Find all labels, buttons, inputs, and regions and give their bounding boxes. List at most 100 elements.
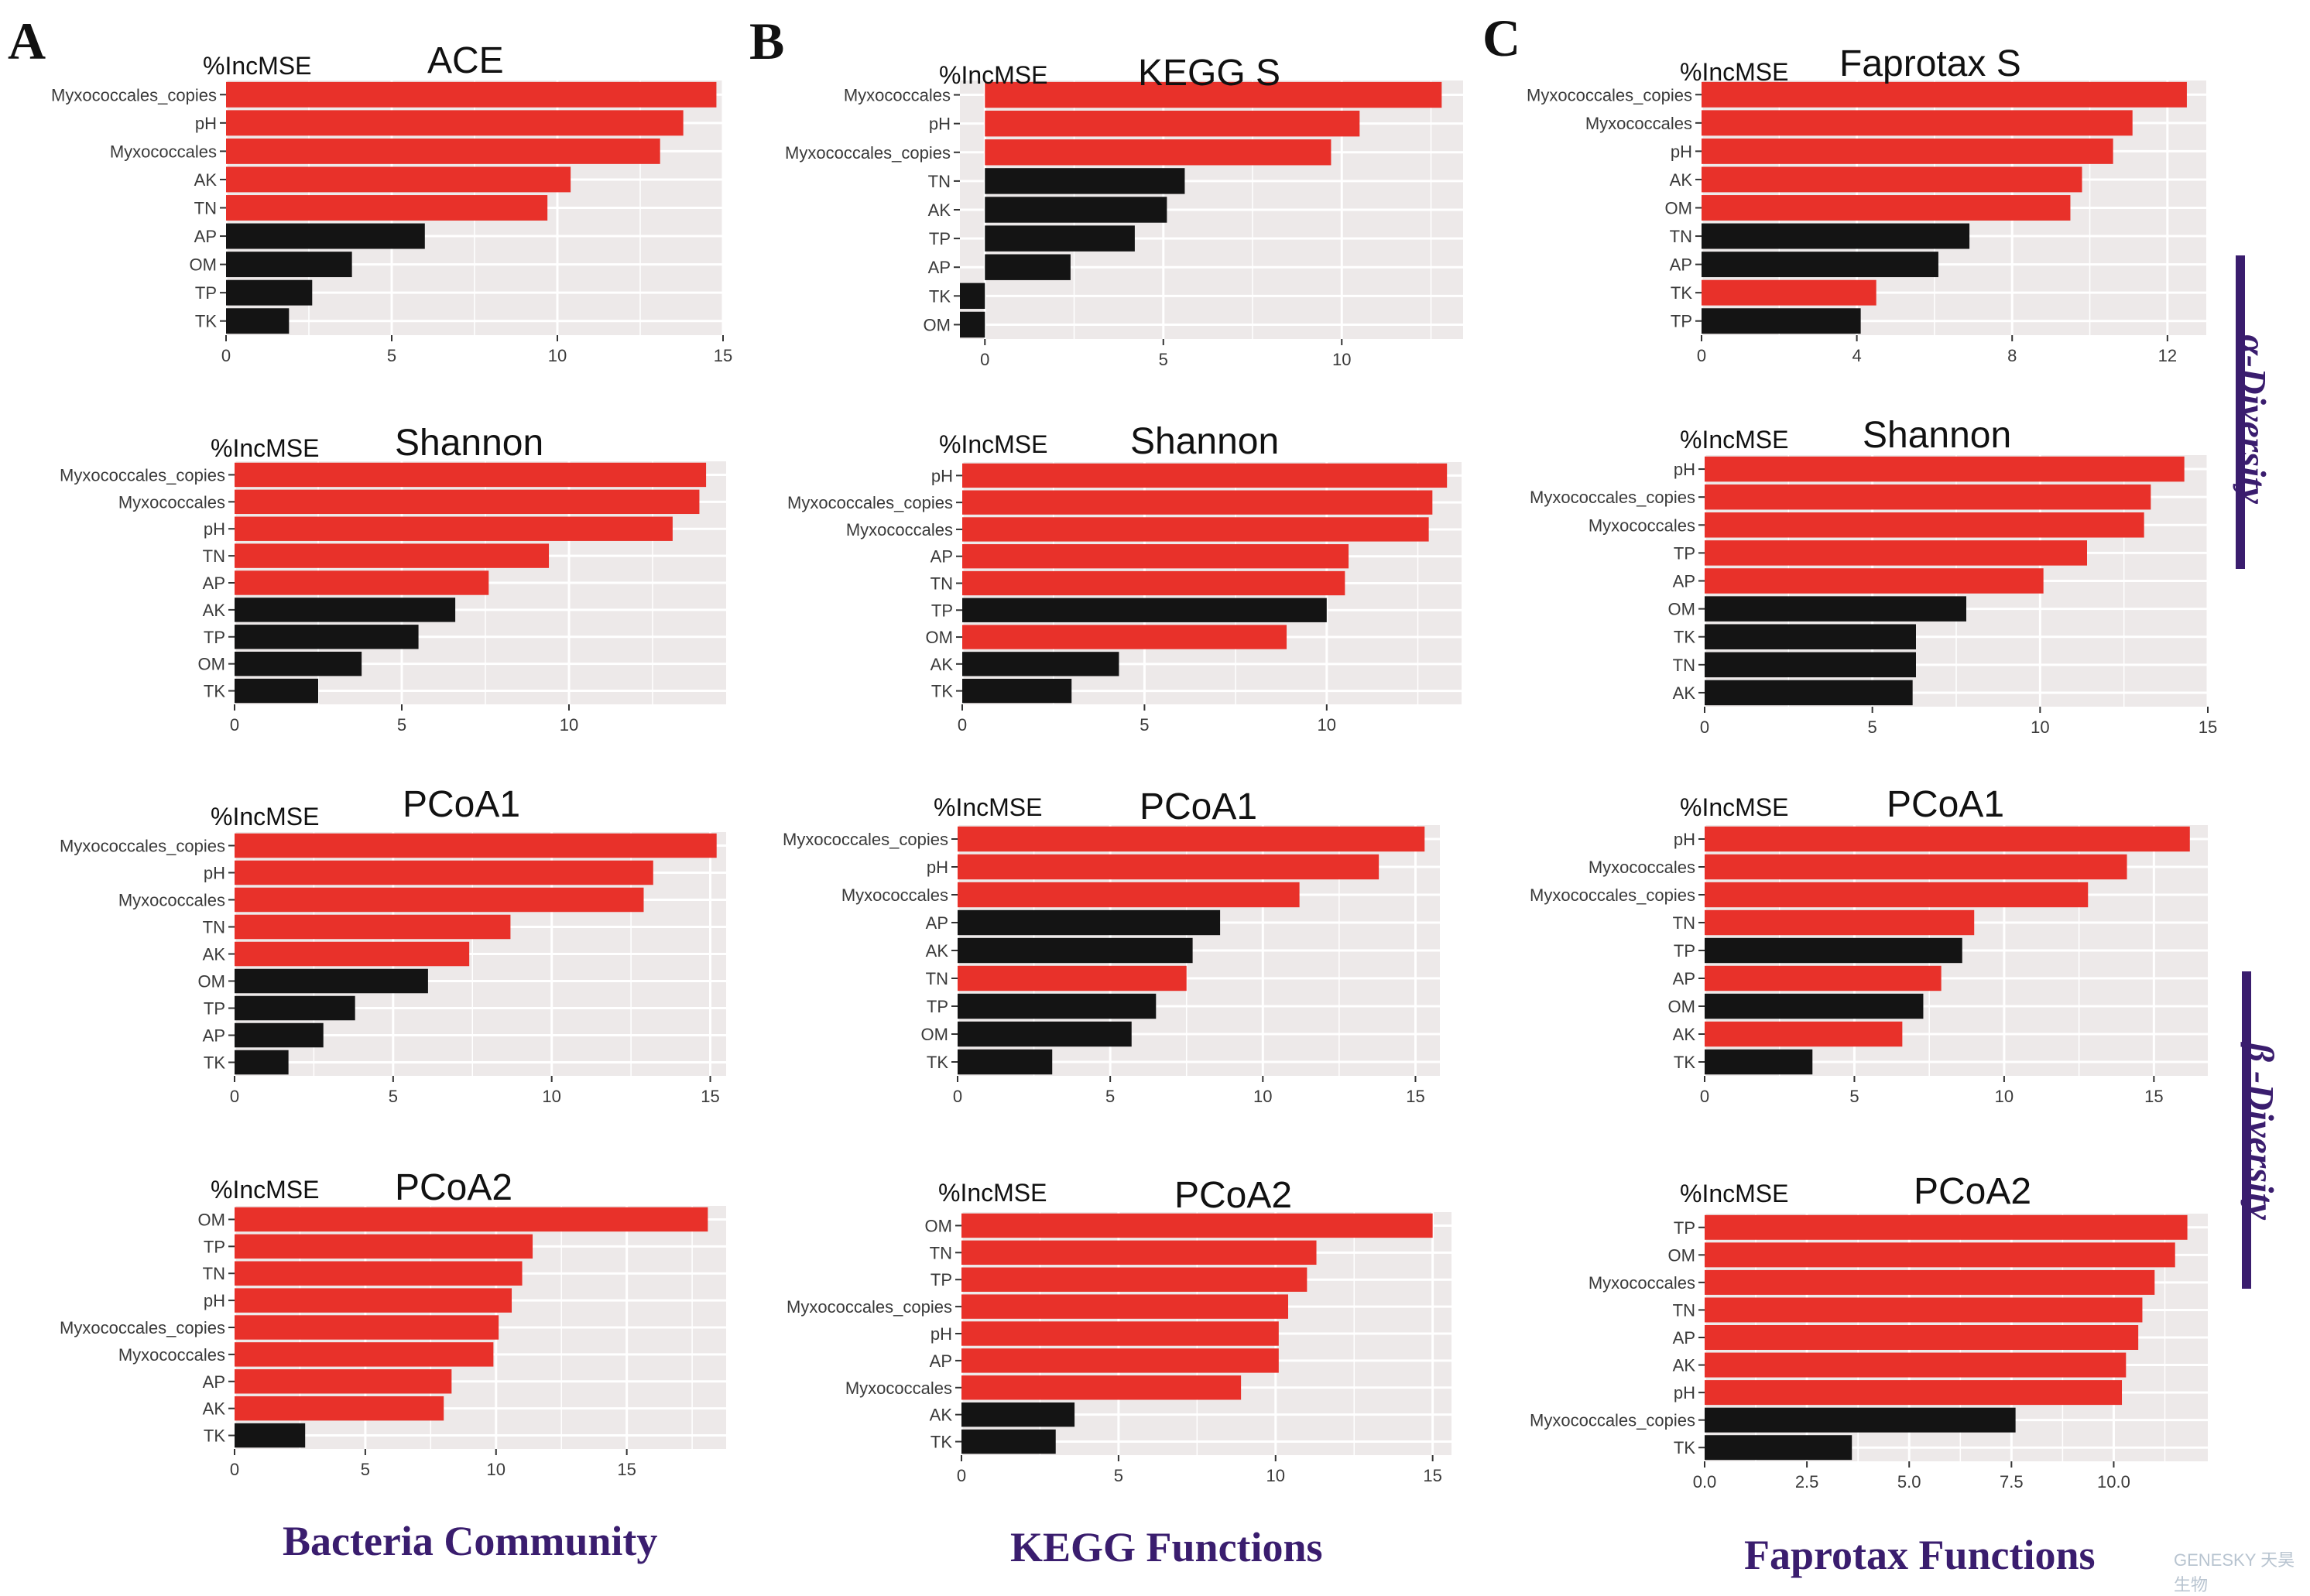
chart-c-pcoa1: pH Myxococcales Myxococcales_copies TN TP AP O…	[1530, 784, 2208, 1106]
bar-ak	[235, 1396, 444, 1421]
bar-tk	[226, 308, 290, 334]
bar-tp	[235, 995, 355, 1021]
bar-ph	[1705, 1380, 2123, 1406]
bar-myxococcales-copies	[235, 833, 717, 858]
chart-title: Faprotax S	[1839, 43, 2021, 84]
x-tick-label: 5	[1849, 1087, 1859, 1106]
y-tick-label: AP	[1673, 1328, 1695, 1348]
x-tick-label: 7.5	[2000, 1472, 2024, 1492]
bar-myxococcales	[235, 887, 644, 913]
y-tick-label: TN	[931, 574, 953, 594]
chart-b-shannon: pH Myxococcales_copies Myxococcales AP TN TP O…	[787, 421, 1462, 735]
bar-tp	[985, 225, 1135, 252]
bar-ap	[1705, 965, 1942, 992]
y-tick-label: OM	[926, 628, 953, 647]
bar-ap	[1702, 252, 1938, 278]
y-tick-label: Myxococcales	[844, 86, 951, 105]
bar-ap	[235, 570, 489, 595]
x-tick-label: 10	[1266, 1466, 1285, 1485]
y-tick-label: Myxococcales	[1589, 858, 1695, 877]
x-tick-label: 0	[221, 346, 231, 365]
bar-om	[235, 651, 362, 676]
y-tick-label: TK	[204, 682, 225, 701]
y-tick-label: Myxococcales	[118, 492, 225, 512]
y-tick-label: pH	[1671, 142, 1692, 161]
bar-om	[235, 968, 428, 994]
y-tick-label: Myxococcales_copies	[60, 1318, 225, 1337]
y-tick-label: Myxococcales_copies	[60, 465, 225, 485]
y-tick-label: TP	[204, 1237, 225, 1256]
y-tick-label: Myxococcales	[110, 142, 217, 161]
x-tick-label: 10.0	[2097, 1472, 2130, 1492]
y-tick-label: OM	[198, 1210, 225, 1229]
y-tick-label: AP	[931, 547, 953, 567]
x-tick-label: 5	[387, 346, 396, 365]
y-tick-label: TP	[204, 999, 225, 1019]
bar-tp	[235, 1234, 533, 1259]
x-tick-label: 10	[487, 1460, 506, 1479]
chart-title: PCoA1	[1140, 786, 1257, 827]
x-tick-label: 10	[560, 715, 578, 735]
y-tick-label: TN	[203, 546, 225, 566]
x-tick-label: 8	[2007, 346, 2017, 365]
bar-tn	[958, 965, 1187, 992]
bar-ph	[961, 1321, 1279, 1346]
x-tick-label: 0.0	[1693, 1472, 1717, 1492]
y-tick-label: TN	[203, 918, 225, 937]
y-tick-label: Myxococcales	[841, 885, 948, 905]
x-tick-label: 10	[542, 1087, 560, 1106]
y-tick-label: pH	[1674, 1383, 1695, 1402]
y-axis-label: %IncMSE	[934, 793, 1042, 821]
bar-ph	[1705, 826, 2190, 852]
x-tick-label: 0	[958, 715, 967, 735]
chart-a-pcoa1: Myxococcales_copies pH Myxococcales TN AK OM T…	[60, 784, 726, 1106]
chart-title: Shannon	[1130, 421, 1279, 462]
y-tick-label: TN	[930, 1243, 952, 1262]
y-tick-label: TK	[929, 286, 951, 306]
bar-myxococcales	[1705, 854, 2127, 880]
chart-c-faprotax: Myxococcales_copies Myxococcales pH AK OM TN A…	[1527, 43, 2206, 365]
bar-ap	[961, 1348, 1279, 1373]
y-tick-label: AK	[1673, 683, 1696, 703]
bar-ph	[962, 463, 1448, 488]
x-tick-label: 15	[714, 346, 732, 365]
y-tick-label: pH	[204, 1291, 225, 1310]
y-tick-label: AP	[1670, 255, 1692, 275]
bar-ak	[961, 1402, 1075, 1427]
bar-tp	[226, 279, 313, 306]
y-tick-label: TK	[204, 1053, 225, 1073]
y-axis-label: %IncMSE	[1680, 58, 1788, 86]
x-tick-label: 0	[1700, 718, 1709, 737]
chart-b-pcoa1: Myxococcales_copies pH Myxococcales AP AK TN T…	[783, 786, 1440, 1106]
y-tick-label: TN	[1673, 913, 1695, 933]
bar-om	[235, 1207, 708, 1232]
y-tick-label: TP	[1674, 1218, 1695, 1238]
y-tick-label: Myxococcales_copies	[1530, 885, 1695, 905]
y-tick-label: Myxococcales	[118, 891, 225, 910]
y-tick-label: AK	[1670, 170, 1693, 190]
bar-tk	[960, 283, 985, 310]
bar-myxococcales	[1705, 1269, 2155, 1295]
bar-ak	[1705, 1021, 1903, 1047]
beta-diversity-label: β -Diversity	[2240, 1043, 2281, 1221]
bar-tp	[961, 1267, 1308, 1292]
y-tick-label: OM	[190, 255, 217, 275]
y-tick-label: Myxococcales	[1589, 1273, 1695, 1293]
y-tick-label: Myxococcales_copies	[60, 837, 225, 856]
bar-ap	[226, 223, 425, 249]
bar-myxococcales	[961, 1375, 1242, 1400]
bar-ph	[235, 860, 653, 885]
bar-tk	[1705, 1435, 1852, 1461]
bar-tk	[958, 1049, 1053, 1075]
column-title-bacteria: Bacteria Community	[283, 1518, 658, 1564]
y-tick-label: Myxococcales	[845, 1379, 952, 1398]
x-tick-label: 0	[1700, 1087, 1709, 1106]
y-tick-label: AP	[1673, 572, 1695, 591]
bar-ak	[1705, 680, 1913, 706]
bar-tn	[235, 914, 511, 940]
y-tick-label: OM	[198, 972, 225, 992]
bar-ph	[235, 516, 673, 541]
x-tick-label: 10	[1332, 350, 1351, 369]
bar-tk	[1702, 279, 1876, 306]
